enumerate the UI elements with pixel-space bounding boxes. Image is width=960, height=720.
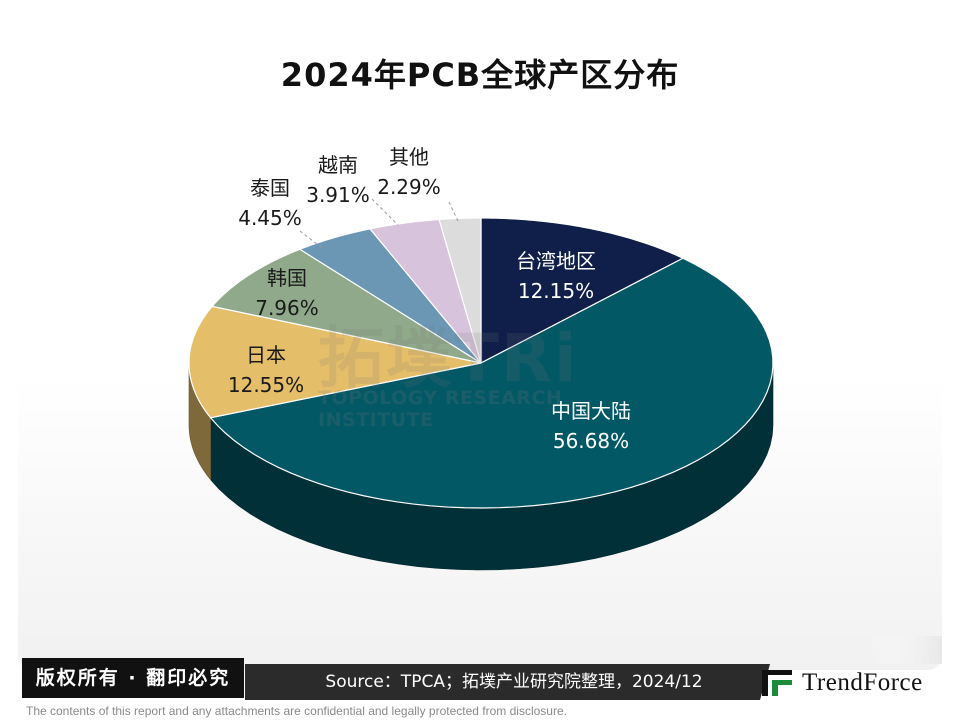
slice-label-4: 泰国 4.45% — [238, 173, 302, 233]
slice-label-2: 日本 12.55% — [228, 340, 304, 400]
leader-lines — [299, 198, 459, 249]
disclaimer-text: The contents of this report and any atta… — [26, 704, 567, 718]
source-note: Source：TPCA；拓墣产业研究院整理，2024/12 — [325, 672, 703, 692]
slice-category-label: 日本 — [245, 343, 286, 367]
footer-band-decoration — [760, 636, 942, 664]
slice-category-label: 台湾地区 — [516, 249, 596, 273]
slice-category-label: 其他 — [388, 145, 429, 169]
trendforce-logo-text: TrendForce — [802, 669, 923, 696]
slice-value-label: 12.15% — [517, 279, 595, 303]
footer-band-background — [245, 664, 770, 700]
pie-slices — [188, 217, 774, 509]
slice-label-5: 越南 3.91% — [306, 150, 370, 210]
slice-4 — [298, 228, 482, 364]
slice-1 — [209, 257, 774, 509]
slice-6 — [438, 217, 482, 364]
slice-value-label: 4.45% — [238, 206, 302, 230]
slice-label-0: 台湾地区 12.15% — [516, 246, 596, 306]
slice-5 — [368, 218, 482, 364]
slice-value-label: 3.91% — [306, 183, 370, 207]
slice-value-label: 56.68% — [552, 429, 630, 453]
slice-label-6: 其他 2.29% — [377, 142, 441, 202]
slice-2 — [188, 305, 482, 419]
copyright-badge: 版权所有 · 翻印必究 — [22, 658, 244, 698]
slice-3 — [211, 248, 482, 364]
slice-category-label: 韩国 — [266, 266, 307, 290]
slice-category-label: 中国大陆 — [551, 399, 631, 423]
slice-value-label: 7.96% — [255, 296, 319, 320]
slice-label-3: 韩国 7.96% — [255, 263, 319, 323]
slice-value-label: 2.29% — [377, 175, 441, 199]
trendforce-logo: TrendForce — [762, 666, 923, 700]
chart-title: 2024年PCB全球产区分布 — [280, 56, 680, 94]
slice-value-label: 12.55% — [227, 373, 305, 397]
leader-line-4 — [299, 230, 323, 249]
slice-category-label: 越南 — [317, 153, 358, 177]
slice-0 — [480, 217, 685, 364]
slice-category-label: 泰国 — [249, 176, 290, 200]
slice-label-1: 中国大陆 56.68% — [551, 396, 631, 456]
trendforce-logo-icon — [762, 670, 792, 696]
leader-line-5 — [371, 198, 399, 226]
